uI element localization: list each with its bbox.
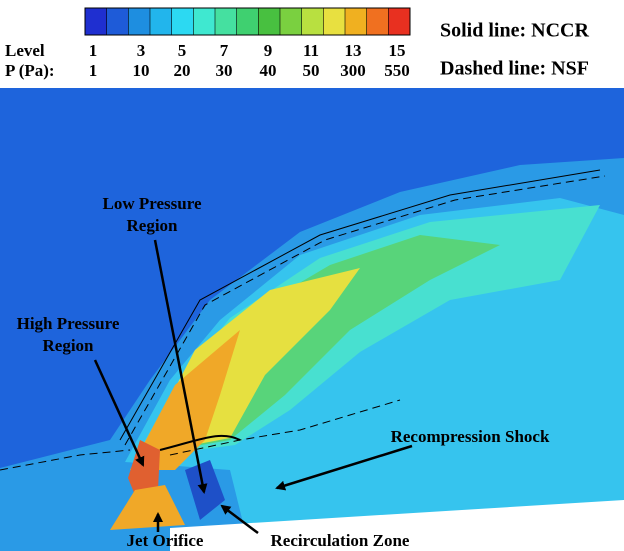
colorbar-segment xyxy=(215,8,237,35)
annotation: Low Pressure xyxy=(102,194,201,213)
annotation: Jet Orifice xyxy=(127,531,204,550)
dashed-note: Dashed line: NSF xyxy=(440,58,589,80)
pressure-value: 550 xyxy=(384,61,410,80)
colorbar-segment xyxy=(172,8,194,35)
pressure-value: 20 xyxy=(174,61,191,80)
solid-note: Solid line: NCCR xyxy=(440,20,589,42)
annotation: Recirculation Zone xyxy=(271,531,410,550)
colorbar-segment xyxy=(280,8,302,35)
annotation: Recompression Shock xyxy=(391,427,550,446)
annotation: High Pressure xyxy=(17,314,120,333)
level-value: 11 xyxy=(303,41,319,60)
colorbar-segment xyxy=(237,8,259,35)
level-value: 3 xyxy=(137,41,146,60)
annotation: Region xyxy=(43,336,95,355)
level-value: 13 xyxy=(345,41,362,60)
colorbar-segment xyxy=(323,8,345,35)
level-value: 7 xyxy=(220,41,229,60)
colorbar-segment xyxy=(388,8,410,35)
colorbar xyxy=(85,8,411,35)
colorbar-segment xyxy=(128,8,150,35)
colorbar-segment xyxy=(345,8,367,35)
figure: Level P (Pa): Solid line: NCCR Dashed li… xyxy=(0,0,624,551)
pressure-value: 10 xyxy=(133,61,150,80)
pressure-value: 300 xyxy=(340,61,366,80)
colorbar-segment xyxy=(150,8,172,35)
colorbar-segment xyxy=(107,8,129,35)
colorbar-segment xyxy=(258,8,280,35)
pressure-value: 30 xyxy=(216,61,233,80)
colorbar-segment xyxy=(193,8,215,35)
level-value: 9 xyxy=(264,41,273,60)
pressure-label: P (Pa): xyxy=(5,61,55,80)
level-value: 15 xyxy=(389,41,406,60)
level-label: Level xyxy=(5,41,45,60)
level-value: 5 xyxy=(178,41,187,60)
colorbar-segment xyxy=(85,8,107,35)
colorbar-segment xyxy=(367,8,389,35)
colorbar-segment xyxy=(302,8,324,35)
pressure-value: 40 xyxy=(260,61,277,80)
annotation: Region xyxy=(127,216,179,235)
pressure-value: 50 xyxy=(303,61,320,80)
level-value: 1 xyxy=(89,41,98,60)
pressure-value: 1 xyxy=(89,61,98,80)
